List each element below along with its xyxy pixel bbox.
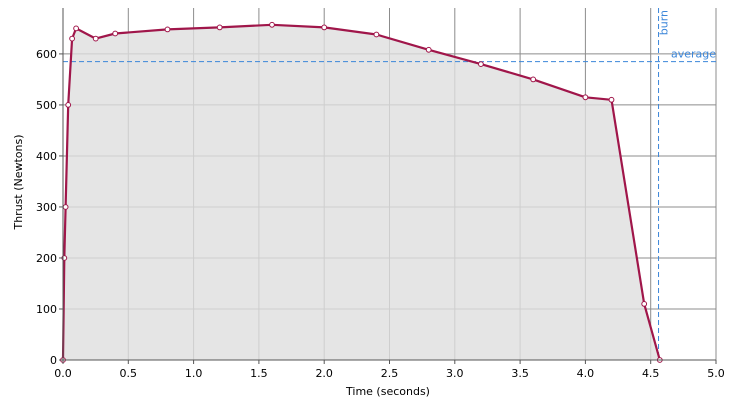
x-tick-label: 0.5: [120, 367, 138, 380]
x-tick-label: 3.5: [511, 367, 529, 380]
data-point: [321, 24, 328, 31]
data-point: [373, 31, 380, 38]
data-point: [62, 204, 69, 210]
y-tick-label: 100: [36, 303, 57, 316]
area-layer: [63, 24, 660, 361]
data-point: [530, 76, 537, 83]
y-tick-label: 0: [50, 354, 57, 367]
y-tick-label: 600: [36, 48, 57, 61]
average-label: average: [671, 48, 716, 61]
data-point: [69, 35, 75, 42]
thrust-curve-line: [61, 23, 661, 361]
x-tick-label: 2.5: [381, 367, 399, 380]
x-tick-label: 3.0: [446, 367, 464, 380]
data-point: [112, 30, 119, 37]
x-tick-label: 1.5: [250, 367, 268, 380]
data-point: [269, 21, 275, 28]
y-tick-label: 500: [36, 99, 57, 112]
y-tick-label: 300: [36, 201, 57, 214]
data-point: [608, 96, 615, 103]
series-layer: [61, 23, 661, 361]
data-point: [478, 61, 484, 67]
y-tick-label: 400: [36, 150, 57, 163]
x-tick-label: 0.0: [54, 367, 72, 380]
data-point: [73, 25, 79, 32]
x-tick-label: 4.0: [577, 367, 595, 380]
x-tick-label: 2.0: [315, 367, 333, 380]
thrust-area-fill: [63, 24, 660, 361]
data-point: [641, 301, 648, 307]
burn-label: burn: [658, 10, 671, 35]
x-axis-label: Time (seconds): [345, 385, 430, 398]
data-point: [216, 24, 223, 31]
data-point: [425, 46, 432, 53]
y-tick-label: 200: [36, 252, 57, 265]
tick-labels-layer: 0.0 0.5 1.0 1.5 2.0 2.5 3.0 3.5 4.0 4.5 5.0 0 100 200…: [36, 48, 725, 380]
x-tick-label: 1.0: [185, 367, 203, 380]
x-tick-label: 5.0: [707, 367, 725, 380]
data-point: [92, 35, 99, 42]
data-point: [164, 26, 171, 33]
y-axis-label: Thrust (Newtons): [12, 134, 25, 230]
data-point: [65, 102, 72, 108]
x-tick-label: 4.5: [642, 367, 660, 380]
axis-layer: [59, 8, 717, 364]
data-point: [582, 94, 589, 101]
